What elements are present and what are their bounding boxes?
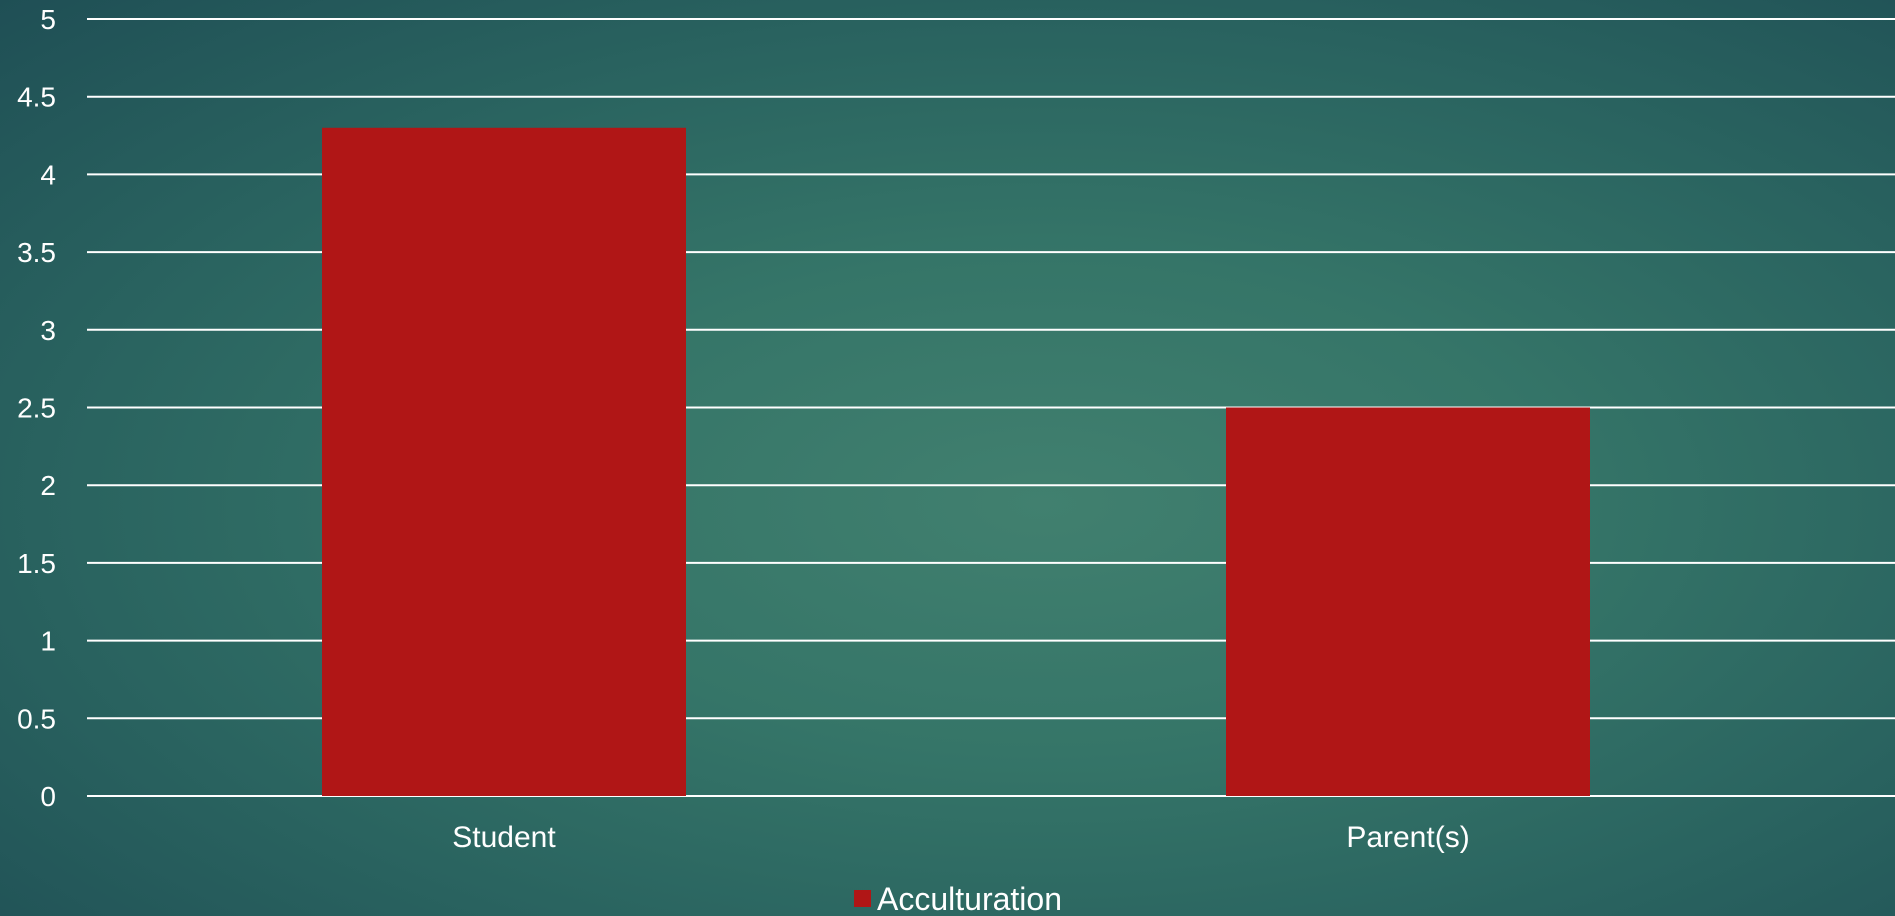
y-tick-label: 5 bbox=[40, 4, 56, 35]
y-tick-label: 2 bbox=[40, 470, 56, 501]
y-tick-label: 3.5 bbox=[17, 237, 56, 268]
y-tick-label: 0 bbox=[40, 781, 56, 812]
y-tick-label: 2.5 bbox=[17, 393, 56, 424]
y-axis-ticks: 0 0.5 1 1.5 2 2.5 3 3.5 4 4.5 5 bbox=[17, 4, 56, 812]
bar-parent-s bbox=[1226, 407, 1590, 796]
y-tick-label: 3 bbox=[40, 315, 56, 346]
y-tick-label: 1 bbox=[40, 626, 56, 657]
legend-swatch bbox=[854, 890, 871, 907]
legend-label: Acculturation bbox=[877, 881, 1062, 916]
y-tick-label: 0.5 bbox=[17, 703, 56, 734]
y-tick-label: 4.5 bbox=[17, 82, 56, 113]
y-tick-label: 4 bbox=[40, 159, 56, 190]
bar-student bbox=[322, 127, 686, 796]
x-category-label: Parent(s) bbox=[1346, 821, 1469, 854]
y-tick-label: 1.5 bbox=[17, 548, 56, 579]
x-category-label: Student bbox=[452, 821, 556, 854]
legend: Acculturation bbox=[854, 881, 1062, 916]
bars bbox=[322, 127, 1590, 796]
x-axis-categories: Student Parent(s) bbox=[452, 821, 1469, 854]
